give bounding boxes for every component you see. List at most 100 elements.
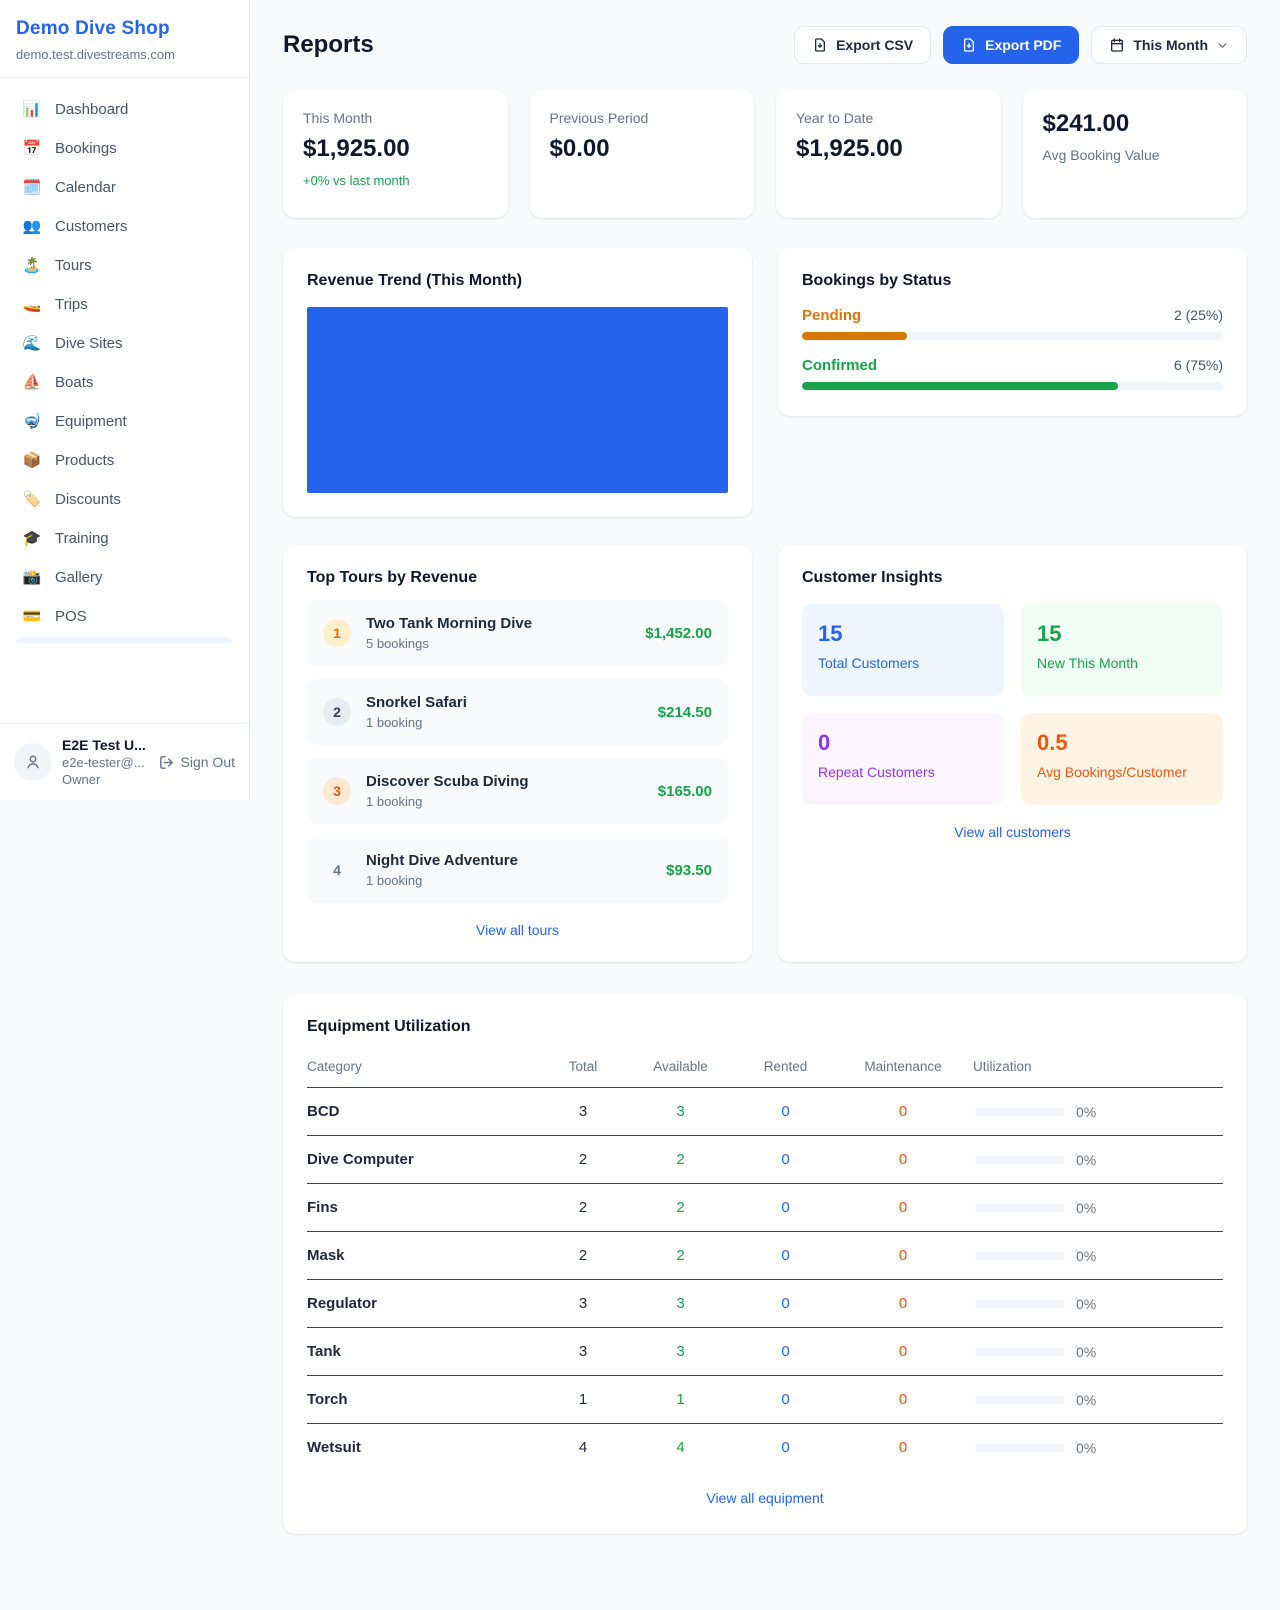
stat-label: Year to Date [796, 110, 874, 126]
insight-label: Total Customers [818, 655, 920, 671]
tour-amount: $165.00 [657, 782, 712, 800]
sidebar-item-pos[interactable]: 💳 POS [8, 598, 241, 634]
equipment-category: BCD [307, 1103, 340, 1120]
sidebar-item-label: Training [55, 529, 109, 547]
equipment-maintenance: 0 [898, 1439, 908, 1456]
sidebar-nav: 📊 Dashboard 📅 Bookings 🗓️ Calendar 👥 Cus… [0, 78, 249, 723]
status-count: 2 (25%) [1173, 307, 1223, 323]
sidebar-header: Demo Dive Shop demo.test.divestreams.com [0, 0, 249, 78]
tour-row: 3 Discover Scuba Diving 1 booking $165.0… [307, 758, 728, 824]
sidebar-item-label: Discounts [55, 490, 121, 508]
sidebar-item-dashboard[interactable]: 📊 Dashboard [8, 91, 241, 127]
sidebar-item-label: Tours [55, 256, 92, 274]
equipment-category: Dive Computer [307, 1151, 414, 1168]
sidebar-item-equipment[interactable]: 🤿 Equipment [8, 403, 241, 439]
equipment-available: 4 [676, 1439, 685, 1456]
equipment-maintenance: 0 [898, 1199, 908, 1216]
stat-value: $241.00 [1042, 110, 1130, 137]
diving-mask-icon: 🤿 [22, 413, 42, 430]
shop-name: Demo Dive Shop [16, 18, 170, 39]
equipment-category: Fins [307, 1199, 338, 1216]
insight-label: New This Month [1037, 655, 1138, 671]
wave-icon: 🌊 [22, 335, 42, 352]
equipment-rented: 0 [781, 1295, 790, 1312]
equipment-maintenance: 0 [898, 1247, 908, 1264]
table-row: Wetsuit 4 4 0 0 0% [307, 1424, 1223, 1471]
sidebar-item-boats[interactable]: ⛵ Boats [8, 364, 241, 400]
sidebar-item-gallery[interactable]: 📸 Gallery [8, 559, 241, 595]
equipment-available: 3 [676, 1343, 685, 1360]
tour-amount: $93.50 [666, 861, 712, 879]
utilization-bar [975, 1251, 1065, 1260]
sidebar-item-trips[interactable]: 🚤 Trips [8, 286, 241, 322]
bookings-by-status-title: Bookings by Status [802, 272, 952, 289]
equipment-table: Category Total Available Rented Maintena… [307, 1051, 1223, 1471]
utilization-bar [975, 1443, 1065, 1452]
export-pdf-button[interactable]: Export PDF [943, 26, 1080, 64]
main-content: Reports Export CSV Export PDF This Month [250, 0, 1280, 1574]
tour-row: 2 Snorkel Safari 1 booking $214.50 [307, 679, 728, 745]
sidebar-item-label: Dashboard [55, 100, 129, 118]
equipment-utilization-cell: 0% [973, 1152, 1223, 1168]
equipment-total: 2 [578, 1199, 588, 1216]
utilization-bar [975, 1347, 1065, 1356]
equipment-maintenance: 0 [898, 1343, 908, 1360]
equipment-rented: 0 [781, 1103, 790, 1120]
export-csv-button[interactable]: Export CSV [794, 26, 932, 64]
top-tours-title: Top Tours by Revenue [307, 569, 478, 586]
sign-out-button[interactable]: Sign Out [158, 754, 235, 771]
sidebar-item-training[interactable]: 🎓 Training [8, 520, 241, 556]
equipment-utilization-cell: 0% [973, 1344, 1223, 1360]
island-icon: 🏝️ [22, 257, 42, 274]
view-all-customers-link[interactable]: View all customers [954, 824, 1071, 840]
sidebar-item-label: Dive Sites [55, 334, 123, 352]
utilization-percent: 0% [1076, 1151, 1097, 1168]
charts-row: Revenue Trend (This Month) Bookings by S… [283, 248, 1247, 517]
chevron-down-icon [1218, 42, 1227, 48]
progress-fill [802, 382, 1118, 390]
equipment-maintenance: 0 [898, 1151, 908, 1168]
view-all-equipment-link[interactable]: View all equipment [706, 1490, 824, 1506]
sidebar-item-bookings[interactable]: 📅 Bookings [8, 130, 241, 166]
sidebar-item-label: Gallery [55, 568, 103, 586]
equipment-total: 1 [578, 1391, 588, 1408]
tour-bookings: 5 bookings [366, 636, 429, 651]
user-email: e2e-tester@... [62, 755, 145, 770]
period-dropdown[interactable]: This Month [1091, 26, 1247, 64]
equipment-total: 3 [578, 1103, 588, 1120]
utilization-percent: 0% [1076, 1295, 1097, 1312]
equipment-available: 1 [676, 1391, 685, 1408]
sidebar-item-products[interactable]: 📦 Products [8, 442, 241, 478]
insight-value: 15 [1037, 621, 1062, 646]
equipment-utilization-cell: 0% [973, 1248, 1223, 1264]
progress-track [802, 332, 1223, 340]
view-all-tours-link[interactable]: View all tours [475, 922, 559, 938]
sidebar-item-dive-sites[interactable]: 🌊 Dive Sites [8, 325, 241, 361]
utilization-percent: 0% [1076, 1391, 1097, 1408]
equipment-utilization-cell: 0% [973, 1296, 1223, 1312]
sidebar-item-discounts[interactable]: 🏷️ Discounts [8, 481, 241, 517]
equipment-total: 3 [578, 1343, 588, 1360]
equipment-utilization-title: Equipment Utilization [307, 1018, 471, 1035]
status-label: Pending [802, 307, 862, 324]
logout-icon [159, 755, 173, 769]
speedboat-icon: 🚤 [22, 296, 42, 313]
table-row: Mask 2 2 0 0 0% [307, 1232, 1223, 1280]
sidebar-item-customers[interactable]: 👥 Customers [8, 208, 241, 244]
sidebar-item-tours[interactable]: 🏝️ Tours [8, 247, 241, 283]
utilization-percent: 0% [1076, 1439, 1097, 1456]
user-info: E2E Test U... e2e-tester@... Owner [62, 737, 146, 787]
equipment-maintenance: 0 [898, 1391, 908, 1408]
user-name: E2E Test U... [62, 737, 146, 753]
insight-value: 0.5 [1037, 730, 1068, 755]
equipment-utilization-cell: 0% [973, 1440, 1223, 1456]
table-row: Tank 3 3 0 0 0% [307, 1328, 1223, 1376]
stat-delta: +0% vs last month [303, 173, 410, 188]
user-role: Owner [62, 772, 101, 787]
sidebar-item-calendar[interactable]: 🗓️ Calendar [8, 169, 241, 205]
sidebar-item-label: Products [55, 451, 115, 469]
insight-tile-new-this-month: 15 New This Month [1021, 604, 1223, 696]
stat-label: Avg Booking Value [1042, 147, 1160, 163]
file-download-icon [964, 38, 975, 52]
equipment-rented: 0 [781, 1151, 790, 1168]
